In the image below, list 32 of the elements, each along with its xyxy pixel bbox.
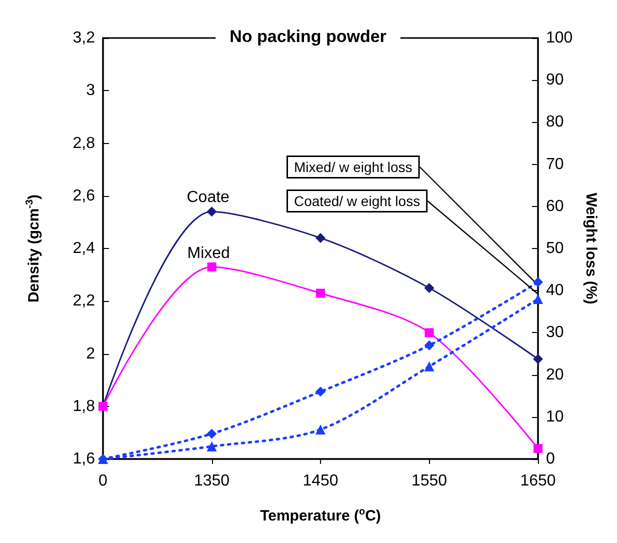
y-tick-label: 2 <box>86 345 96 362</box>
y2-tick-label: 100 <box>546 30 573 46</box>
series-label: Mixed <box>187 244 230 262</box>
x-tick-label: 1550 <box>411 472 448 490</box>
y2-tick-label: 40 <box>546 282 564 300</box>
y-axis-title: Density (gcm-3) <box>24 194 42 303</box>
series-label: Coate <box>186 189 230 206</box>
x-tick-label: 0 <box>98 472 108 490</box>
y2-tick-label: 10 <box>546 408 564 426</box>
y-tick-label: 1,8 <box>72 398 96 415</box>
y-tick-label: 2,6 <box>72 187 96 204</box>
y2-tick-label: 50 <box>546 240 564 257</box>
y2-tick-label: 80 <box>546 114 564 131</box>
chart-title: No packing powder <box>230 27 387 46</box>
x-tick-label: 1350 <box>194 472 230 490</box>
y-tick-label: 3,2 <box>72 30 96 46</box>
y-tick-label: 3 <box>86 82 96 100</box>
y2-tick-label: 20 <box>546 366 564 384</box>
y2-axis-title: Weight loss (%) <box>582 192 600 304</box>
y-tick-label: 2,2 <box>72 292 96 310</box>
y2-tick-label: 0 <box>546 450 555 468</box>
x-tick-label: 1650 <box>520 472 556 490</box>
y2-tick-label: 60 <box>546 198 564 215</box>
y-tick-label: 2,4 <box>72 240 96 257</box>
text: Mixed/ w eight loss <box>294 159 412 175</box>
x-tick-label: 1450 <box>302 472 338 490</box>
y2-tick-label: 70 <box>546 156 564 173</box>
text: Coated/ w eight loss <box>294 193 420 209</box>
y-tick-label: 2,8 <box>72 134 96 152</box>
y-tick-label: 1,6 <box>72 450 96 468</box>
y2-tick-label: 90 <box>546 72 564 89</box>
y2-tick-label: 30 <box>546 324 564 342</box>
